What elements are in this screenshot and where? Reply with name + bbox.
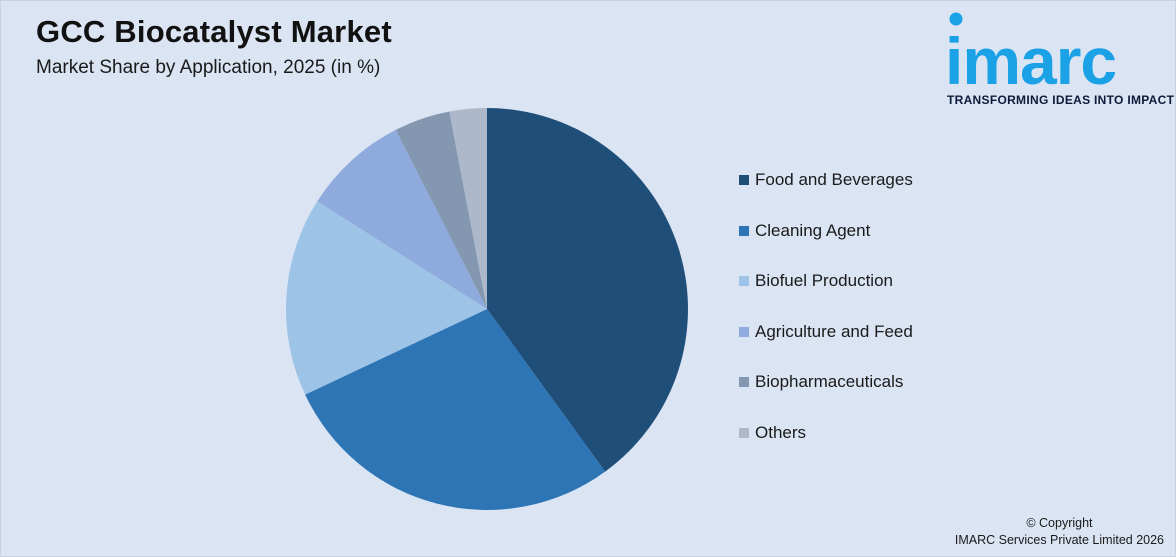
brand-tagline: TRANSFORMING IDEAS INTO IMPACT [947,93,1175,107]
copyright-line-1: © Copyright [1026,516,1093,530]
legend-label: Agriculture and Feed [755,321,913,341]
pie-slice-others [449,108,487,309]
legend-item-cleaning-agent: Cleaning Agent [739,220,913,242]
pie-slice-cleaning-agent [305,309,606,510]
chart-legend: Food and Beverages Cleaning Agent Biofuel … [739,169,913,473]
legend-swatch [739,276,749,287]
legend-swatch [739,377,749,388]
legend-item-others: Others [739,422,913,444]
legend-item-food-and-beverages: Food and Beverages [739,169,913,191]
pie-chart-svg [286,108,688,510]
legend-swatch [739,175,749,185]
imarc-logo: imarc [944,10,1172,110]
legend-swatch [739,225,749,236]
pie-slice-biofuel-production [286,201,487,395]
legend-item-biofuel-production: Biofuel Production [739,270,913,292]
pie-chart [280,102,694,516]
legend-label: Cleaning Agent [755,220,871,240]
legend-item-agriculture-and-feed: Agriculture and Feed [739,321,913,343]
legend-item-biopharmaceuticals: Biopharmaceuticals [739,371,913,393]
chart-subtitle: Market Share by Application, 2025 (in %) [36,57,381,78]
legend-label: Biopharmaceuticals [755,372,904,392]
pie-slice-food-and-beverages [487,108,688,472]
legend-label: Others [755,422,807,442]
pie-slice-agriculture-and-feed [317,129,487,309]
legend-swatch [739,427,749,438]
legend-label: Food and Beverages [755,170,913,189]
copyright-notice: © Copyright IMARC Services Private Limit… [955,515,1164,549]
chart-title: GCC Biocatalyst Market [36,14,392,49]
copyright-line-2: IMARC Services Private Limited 2026 [954,533,1164,547]
pie-slice-biopharmaceuticals [395,111,487,309]
imarc-logo-icon: imarc [945,12,1117,96]
legend-label: Biofuel Production [755,271,893,291]
logo-wordmark: imarc [945,24,1116,96]
legend-swatch [739,326,749,337]
